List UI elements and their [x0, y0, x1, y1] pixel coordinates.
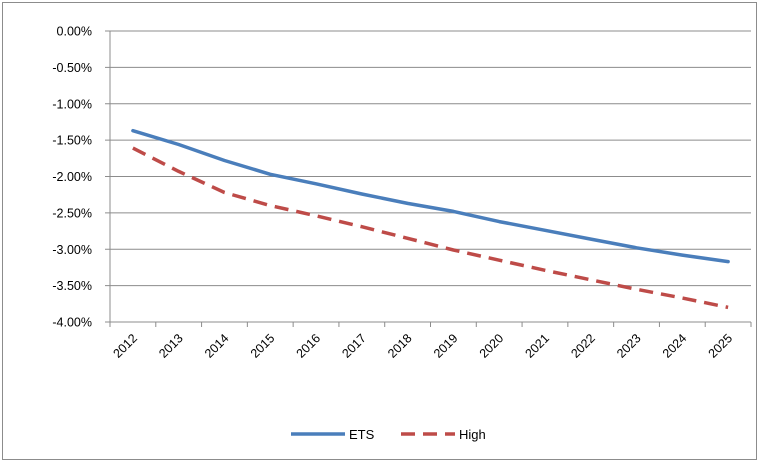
x-tick-label: 2018	[385, 331, 415, 361]
x-tick-label: 2025	[706, 331, 736, 361]
gridlines	[110, 30, 751, 323]
y-tick-label: -4.00%	[52, 316, 92, 330]
y-tick-label: -3.00%	[52, 243, 92, 257]
y-tick-label: -1.00%	[52, 97, 92, 111]
legend-label-ets: ETS	[349, 427, 375, 442]
y-tick-label: 0.00%	[57, 25, 92, 39]
series-lines	[131, 128, 730, 310]
x-tick-label: 2019	[431, 331, 461, 361]
x-tick-label: 2017	[339, 331, 369, 361]
series-line-high	[132, 146, 729, 310]
x-tick-label: 2013	[156, 331, 186, 361]
series-line-ets	[131, 128, 730, 264]
x-tick-label: 2014	[202, 331, 232, 361]
y-axis-tick-labels: 0.00% -0.50% -1.00% -1.50% -2.00% -2.50% -3.00…	[52, 25, 92, 330]
y-tick-label: -0.50%	[52, 61, 92, 75]
x-tick-label: 2016	[294, 331, 324, 361]
x-tick-label: 2023	[614, 331, 644, 361]
y-tick-label: -2.50%	[52, 206, 92, 220]
x-tick-label: 2022	[568, 331, 598, 361]
x-tick-label: 2024	[660, 331, 690, 361]
y-tick-label: -3.50%	[52, 279, 92, 293]
chart-frame	[2, 2, 757, 460]
x-tick-label: 2012	[110, 331, 140, 361]
y-tick-label: -2.00%	[52, 170, 92, 184]
legend-label-high: High	[459, 427, 486, 442]
y-tick-label: -1.50%	[52, 134, 92, 148]
x-tick-label: 2021	[523, 331, 553, 361]
axes	[105, 30, 752, 327]
x-tick-label: 2020	[477, 331, 507, 361]
legend: ETS High	[291, 427, 486, 442]
x-tick-label: 2015	[248, 331, 278, 361]
x-axis-tick-labels: 2012 2013 2014 2015 2016 2017 2018 2019 2020 2021…	[110, 331, 735, 361]
